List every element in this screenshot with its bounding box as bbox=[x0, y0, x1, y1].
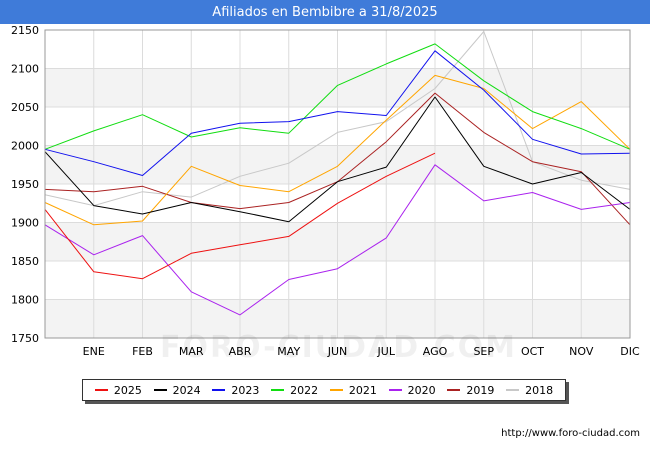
y-axis-ticks: 1750 1800 1850 1900 1950 2000 2050 2100 2150 bbox=[11, 24, 39, 345]
legend-swatch bbox=[329, 389, 343, 391]
legend-swatch bbox=[212, 389, 226, 391]
x-tick-label: AGO bbox=[423, 345, 448, 358]
legend-item-2019: 2019 bbox=[447, 384, 494, 397]
x-tick-label: SEP bbox=[473, 345, 494, 358]
y-tick-label: 2150 bbox=[11, 24, 39, 37]
legend-item-2022: 2022 bbox=[271, 384, 318, 397]
plot-frame bbox=[44, 29, 631, 339]
x-tick-label: MAR bbox=[179, 345, 204, 358]
legend-label: 2023 bbox=[231, 383, 260, 397]
legend-item-2021: 2021 bbox=[329, 383, 377, 397]
legend-item-2020: 2020 bbox=[388, 383, 436, 397]
legend-label: 2018 bbox=[525, 383, 554, 397]
legend-item-2025: 2025 bbox=[94, 383, 142, 397]
legend-swatch bbox=[506, 389, 520, 391]
legend-swatch bbox=[388, 389, 402, 391]
series-line-2021 bbox=[44, 74, 631, 226]
y-tick-label: 1900 bbox=[11, 217, 39, 230]
legend-label: 2025 bbox=[113, 383, 142, 397]
y-tick-label: 1750 bbox=[11, 332, 39, 345]
x-tick-label: DIC bbox=[620, 345, 640, 358]
x-tick-label: OCT bbox=[521, 345, 544, 358]
series-line-2023 bbox=[44, 50, 631, 176]
legend-label: 2020 bbox=[407, 383, 436, 397]
y-tick-label: 1800 bbox=[11, 294, 39, 307]
x-tick-label: ABR bbox=[229, 345, 252, 358]
x-tick-label: JUL bbox=[377, 345, 396, 358]
legend-swatch bbox=[94, 389, 108, 391]
x-tick-label: MAY bbox=[277, 345, 300, 358]
series-line-2024 bbox=[44, 96, 631, 223]
legend-swatch bbox=[271, 389, 285, 391]
legend-item-2023: 2023 bbox=[212, 384, 259, 397]
series-line-2020 bbox=[44, 164, 631, 316]
x-axis-ticks: ENE FEB MAR ABR MAY JUN JUL AGO SEP OCT NOV DIC bbox=[83, 345, 640, 358]
source-url[interactable]: http://www.foro-ciudad.com bbox=[501, 428, 640, 439]
series-line-2025 bbox=[44, 152, 436, 280]
y-tick-label: 2050 bbox=[11, 101, 39, 114]
legend-label: 2019 bbox=[466, 383, 495, 397]
legend-label: 2021 bbox=[348, 383, 377, 397]
series-lines bbox=[44, 31, 631, 316]
legend-item-2024: 2024 bbox=[153, 383, 201, 397]
x-tick-label: JUN bbox=[327, 345, 348, 358]
y-tick-label: 1950 bbox=[11, 178, 39, 191]
legend-item-2018: 2018 bbox=[506, 384, 553, 397]
legend: 2025 2024 2023 2022 2021 2020 2019 2018 bbox=[82, 379, 566, 401]
y-tick-label: 2100 bbox=[11, 63, 39, 76]
legend-swatch bbox=[153, 389, 167, 391]
legend-label: 2022 bbox=[290, 383, 319, 397]
x-tick-label: NOV bbox=[569, 345, 594, 358]
chart-title: Afiliados en Bembibre a 31/8/2025 bbox=[0, 0, 650, 24]
legend-swatch bbox=[447, 389, 461, 391]
legend-label: 2024 bbox=[172, 383, 201, 397]
series-line-2022 bbox=[44, 43, 631, 150]
x-tick-label: ENE bbox=[83, 345, 105, 358]
y-tick-label: 1850 bbox=[11, 255, 39, 268]
x-tick-label: FEB bbox=[132, 345, 153, 358]
y-tick-label: 2000 bbox=[11, 140, 39, 153]
